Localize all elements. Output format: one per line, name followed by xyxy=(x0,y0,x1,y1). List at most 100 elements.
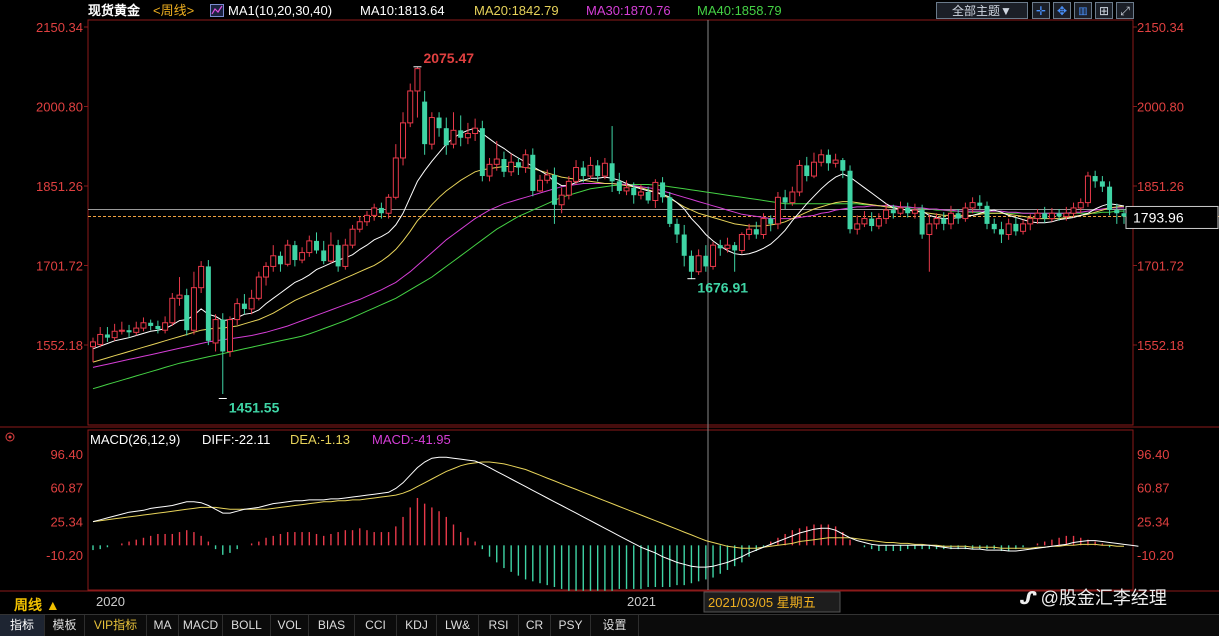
candle-up xyxy=(226,319,233,352)
bottom-tab-9[interactable]: KDJ xyxy=(397,615,437,636)
candle-up xyxy=(248,297,255,310)
candle-down xyxy=(220,319,226,352)
bottom-tab-8[interactable]: CCI xyxy=(355,615,397,636)
bottom-tab-5[interactable]: BOLL xyxy=(223,615,271,636)
macd-tick-right: -10.20 xyxy=(1137,548,1174,563)
candle-down xyxy=(869,218,875,227)
candle-down xyxy=(984,205,990,224)
candle-up xyxy=(392,157,399,198)
bottom-tab-11[interactable]: RSI xyxy=(479,615,519,636)
candle-up xyxy=(544,174,551,181)
macd-title: MACD(26,12,9) xyxy=(90,432,180,447)
candle-up xyxy=(349,228,356,246)
candle-up xyxy=(926,223,933,236)
candle-down xyxy=(660,182,666,198)
candle-down xyxy=(941,218,947,224)
theme-select[interactable]: 全部主题▼ xyxy=(936,2,1028,19)
price-tick-left: 1851.26 xyxy=(36,179,83,194)
candle-up xyxy=(1027,218,1034,225)
watermark-logo-icon: ᔑ xyxy=(1020,588,1037,608)
bottom-tab-12[interactable]: CR xyxy=(519,615,551,636)
indicator-icon xyxy=(210,4,224,22)
current-price-label: 1793.96 xyxy=(1133,209,1184,225)
watermark-text: @股金汇李经理 xyxy=(1040,588,1167,608)
period-button[interactable]: 周线 ▲ xyxy=(14,597,60,613)
candle-down xyxy=(609,163,615,182)
candle-up xyxy=(1020,223,1027,232)
candle-down xyxy=(148,322,154,326)
candle-down xyxy=(277,255,283,265)
bottom-tab-7[interactable]: BIAS xyxy=(309,615,355,636)
candle-up xyxy=(1005,223,1012,236)
candle-down xyxy=(126,330,132,333)
ma30-value: MA30:1870.76 xyxy=(586,3,671,18)
candle-down xyxy=(530,154,536,191)
bottom-tab-3[interactable]: MA xyxy=(147,615,179,636)
ma10-line xyxy=(92,127,1125,350)
candle-down xyxy=(1099,181,1105,187)
price-annotation: 2075.47 xyxy=(423,50,474,66)
candle-up xyxy=(327,244,334,262)
bottom-tab-1[interactable]: 模板 xyxy=(45,615,85,636)
stock-chart[interactable]: 2150.34 2150.34 2000.80 2000.80 1851.26 1851.… xyxy=(0,0,1219,614)
candle-down xyxy=(840,160,846,171)
layout-icon[interactable]: ⊞ xyxy=(1095,2,1113,19)
candle-up xyxy=(738,234,745,251)
bottom-tab-13[interactable]: PSY xyxy=(551,615,591,636)
move-icon[interactable]: ✥ xyxy=(1053,2,1071,19)
candle-up xyxy=(176,294,183,299)
macd-value: MACD:-41.95 xyxy=(372,432,451,447)
cursor-date-box xyxy=(703,591,841,613)
price-tick-right: 2000.80 xyxy=(1137,100,1184,115)
macd-tick-left: 60.87 xyxy=(50,481,83,496)
bottom-tab-14[interactable]: 设置 xyxy=(591,615,639,636)
candle-down xyxy=(905,207,911,214)
candle-down xyxy=(674,223,680,235)
candle-up xyxy=(796,164,803,193)
candle-up xyxy=(493,158,500,165)
watermark: ᔑ @股金汇李经理 xyxy=(1020,584,1167,610)
crosshair-icon[interactable]: ✛ xyxy=(1032,2,1050,19)
bottom-tab-2[interactable]: VIP指标 xyxy=(85,615,147,636)
candle-down xyxy=(631,187,637,196)
expand-icon[interactable]: ⤢ xyxy=(1116,2,1134,19)
candle-up xyxy=(400,122,407,159)
candle-down xyxy=(667,197,673,224)
bottom-tab-0[interactable]: 指标 xyxy=(0,615,45,636)
candle-up xyxy=(1034,212,1041,220)
cursor-date-label: 2021/03/05 星期五 xyxy=(708,595,816,610)
candle-down xyxy=(422,101,428,145)
candle-down xyxy=(104,334,110,338)
macd-diff-line xyxy=(92,456,1139,568)
bottom-tab-4[interactable]: MACD xyxy=(179,615,223,636)
candle-up xyxy=(464,133,471,139)
macd-settings-icon xyxy=(5,432,15,442)
candle-up xyxy=(97,333,104,346)
chart-type-icon[interactable]: ▥ xyxy=(1074,2,1092,19)
bottom-tab-6[interactable]: VOL xyxy=(271,615,309,636)
candle-up xyxy=(234,303,241,321)
candle-up xyxy=(623,187,630,192)
candle-up xyxy=(774,196,781,225)
candle-down xyxy=(616,181,622,191)
candle-down xyxy=(501,159,507,172)
candle-up xyxy=(1070,207,1077,214)
candle-up xyxy=(508,161,515,173)
macd-tick-left: -10.20 xyxy=(46,548,83,563)
candle-up xyxy=(371,207,378,216)
period-label[interactable]: <周线> xyxy=(153,3,195,18)
candle-down xyxy=(1013,223,1019,232)
candle-down xyxy=(551,174,557,205)
candle-down xyxy=(681,234,687,256)
bottom-tab-10[interactable]: LW& xyxy=(437,615,479,636)
candle-down xyxy=(184,295,190,331)
candle-up xyxy=(947,212,954,225)
ma-indicator-name[interactable]: MA1(10,20,30,40) xyxy=(228,3,333,18)
candle-up xyxy=(306,240,313,254)
candle-down xyxy=(703,255,709,267)
candle-down xyxy=(977,202,983,206)
price-panel-frame xyxy=(87,19,1134,426)
price-tick-left: 2150.34 xyxy=(36,20,83,35)
candle-up xyxy=(962,207,969,220)
ma10-value: MA10:1813.64 xyxy=(360,3,445,18)
